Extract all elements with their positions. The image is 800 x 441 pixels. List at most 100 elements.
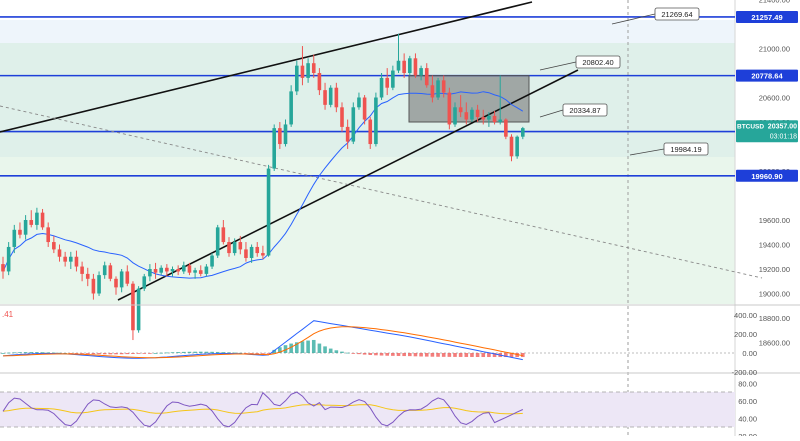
candle-body[interactable] <box>18 229 22 235</box>
callout-box[interactable] <box>562 103 608 117</box>
candle-body[interactable] <box>340 107 344 127</box>
candle-body[interactable] <box>91 278 96 294</box>
candle-body[interactable] <box>278 128 282 145</box>
candle-body[interactable] <box>227 242 231 254</box>
consolidation-box[interactable] <box>408 75 530 123</box>
candle-body[interactable] <box>80 266 84 274</box>
candle-body[interactable] <box>6 246 11 272</box>
candle-body[interactable] <box>52 242 56 250</box>
candle-body[interactable] <box>334 87 339 108</box>
candle-body[interactable] <box>521 128 525 137</box>
candle-body[interactable] <box>204 266 209 274</box>
candle-body[interactable] <box>165 267 169 272</box>
candle-body[interactable] <box>345 126 350 142</box>
candle-body[interactable] <box>402 60 406 73</box>
candle-body[interactable] <box>311 63 316 73</box>
candle-body[interactable] <box>283 124 288 145</box>
candle-body[interactable] <box>396 60 401 71</box>
candle-body[interactable] <box>210 255 214 267</box>
candle-body[interactable] <box>85 273 90 279</box>
candle-body[interactable] <box>131 283 135 331</box>
candle-body[interactable] <box>97 275 101 294</box>
callout-box[interactable] <box>663 142 709 156</box>
candle-body[interactable] <box>232 242 237 254</box>
candle-body[interactable] <box>69 256 73 262</box>
candle-body[interactable] <box>323 90 327 105</box>
candle-body[interactable] <box>492 115 497 122</box>
candle-body[interactable] <box>430 85 435 98</box>
candle-body[interactable] <box>136 288 141 331</box>
candle-body[interactable] <box>153 269 158 273</box>
candle-body[interactable] <box>108 265 113 279</box>
candle-body[interactable] <box>74 256 79 267</box>
candle-body[interactable] <box>464 112 469 120</box>
candle-body[interactable] <box>515 136 519 157</box>
candle-body[interactable] <box>272 128 276 169</box>
candle-body[interactable] <box>300 65 305 78</box>
candle-body[interactable] <box>159 267 163 273</box>
candle-body[interactable] <box>379 77 384 98</box>
candle-body[interactable] <box>487 115 491 120</box>
callout-box[interactable] <box>654 7 700 21</box>
candle-body[interactable] <box>244 249 248 258</box>
candle-body[interactable] <box>368 119 373 145</box>
candle-body[interactable] <box>35 212 39 225</box>
dotted-trendline[interactable] <box>0 105 763 279</box>
candle-body[interactable] <box>142 276 147 289</box>
candle-body[interactable] <box>114 278 118 288</box>
candle-body[interactable] <box>470 109 474 120</box>
candle-body[interactable] <box>221 227 226 243</box>
candle-body[interactable] <box>374 97 378 145</box>
candle-body[interactable] <box>12 229 17 247</box>
candle-body[interactable] <box>1 264 5 272</box>
candle-body[interactable] <box>255 246 260 254</box>
candle-body[interactable] <box>391 70 395 88</box>
candle-body[interactable] <box>23 220 28 235</box>
candle-body[interactable] <box>193 270 197 273</box>
candle-body[interactable] <box>441 80 446 93</box>
candle-body[interactable] <box>125 271 130 284</box>
candle-body[interactable] <box>419 68 423 76</box>
candle-body[interactable] <box>475 109 480 118</box>
candle-body[interactable] <box>328 87 333 105</box>
candle-body[interactable] <box>46 227 50 243</box>
candle-body[interactable] <box>413 58 418 76</box>
candle-body[interactable] <box>261 253 265 256</box>
candle-body[interactable] <box>295 65 299 92</box>
candle-body[interactable] <box>458 107 463 113</box>
candle-body[interactable] <box>498 119 502 122</box>
candle-body[interactable] <box>182 265 186 272</box>
candle-body[interactable] <box>57 249 62 257</box>
candle-body[interactable] <box>148 269 152 277</box>
candle-body[interactable] <box>170 269 175 272</box>
upper-trendline[interactable] <box>0 1 533 133</box>
candle-body[interactable] <box>509 136 514 157</box>
candle-body[interactable] <box>249 246 254 258</box>
candle-body[interactable] <box>289 91 293 125</box>
candle-body[interactable] <box>306 63 310 78</box>
candle-body[interactable] <box>238 242 243 250</box>
candle-body[interactable] <box>385 77 389 88</box>
candle-body[interactable] <box>29 220 34 225</box>
candle-body[interactable] <box>266 168 271 256</box>
candle-body[interactable] <box>317 73 322 91</box>
candle-body[interactable] <box>408 58 412 73</box>
candle-body[interactable] <box>436 80 440 98</box>
candle-body[interactable] <box>447 92 452 125</box>
candle-body[interactable] <box>357 97 361 108</box>
candle-body[interactable] <box>504 119 508 137</box>
candle-body[interactable] <box>424 68 429 86</box>
candle-body[interactable] <box>40 212 45 228</box>
candle-body[interactable] <box>176 269 180 272</box>
candle-body[interactable] <box>453 107 457 125</box>
candle-body[interactable] <box>63 256 67 262</box>
candle-body[interactable] <box>351 107 356 142</box>
candle-body[interactable] <box>198 270 203 274</box>
callout-box[interactable] <box>575 55 621 69</box>
candle-body[interactable] <box>119 271 124 288</box>
candle-body[interactable] <box>215 227 220 256</box>
candle-body[interactable] <box>187 265 192 273</box>
candle-body[interactable] <box>102 265 107 276</box>
candle-body[interactable] <box>481 117 486 120</box>
